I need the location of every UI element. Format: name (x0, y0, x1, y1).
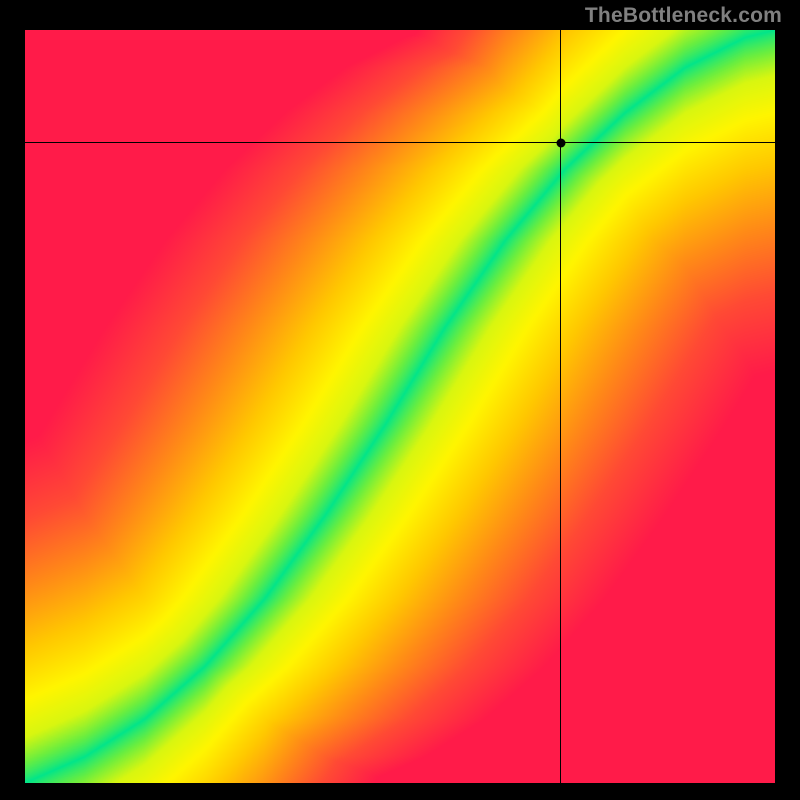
heatmap-plot (25, 30, 775, 783)
marker-dot (556, 138, 565, 147)
crosshair-horizontal (25, 142, 775, 143)
watermark-text: TheBottleneck.com (585, 4, 782, 28)
